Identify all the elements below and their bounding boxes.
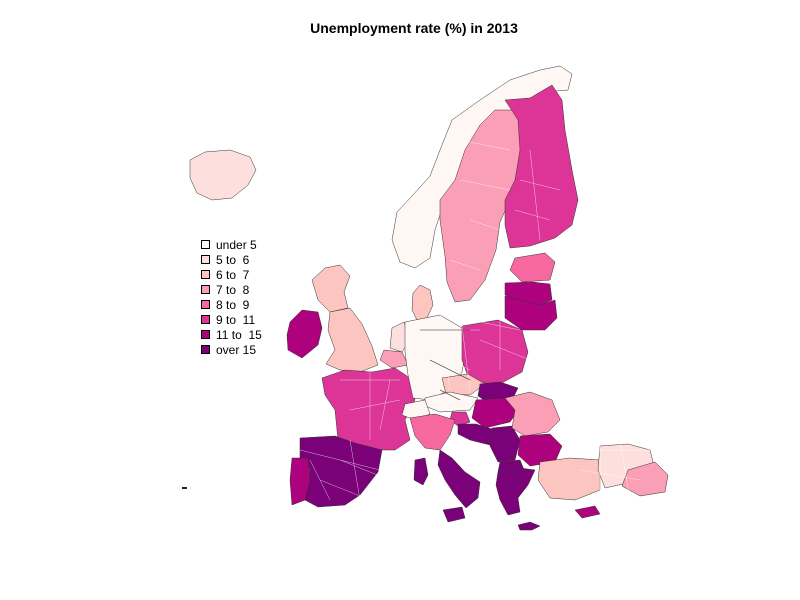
region-spain	[299, 435, 383, 508]
region-czechia	[441, 373, 486, 396]
legend-label: under 5	[216, 237, 257, 252]
legend-item: 7 to 8	[201, 282, 262, 297]
legend-item: over 15	[201, 342, 262, 357]
region-sardinia	[413, 457, 429, 486]
region-france	[321, 367, 416, 451]
region-crete	[517, 521, 541, 531]
legend-swatch	[201, 270, 210, 279]
legend-label: 8 to 9	[216, 297, 250, 312]
legend-label: 9 to 11	[216, 312, 256, 327]
legend-label: over 15	[216, 342, 257, 357]
region-cyprus	[574, 505, 601, 519]
region-scotland	[311, 264, 351, 313]
legend-swatch	[201, 285, 210, 294]
region-denmark	[411, 284, 434, 323]
region-finland	[504, 84, 579, 249]
region-estonia	[509, 252, 556, 283]
region-romania	[504, 391, 561, 437]
legend-swatch	[201, 240, 210, 249]
region-greece	[495, 467, 536, 516]
legend-item: 6 to 7	[201, 267, 262, 282]
legend-item: 11 to 15	[201, 327, 262, 342]
region-portugal	[289, 457, 311, 506]
legend-label: 11 to 15	[216, 327, 262, 342]
legend-item: under 5	[201, 237, 262, 252]
legend-swatch	[201, 315, 210, 324]
region-serbia	[489, 425, 521, 463]
region-ireland	[286, 309, 323, 359]
region-italy-south	[437, 449, 481, 509]
region-italy-north	[409, 413, 456, 451]
legend-label: 6 to 7	[216, 267, 250, 282]
legend-swatch	[201, 330, 210, 339]
region-turkey-east	[621, 461, 669, 497]
legend-label: 7 to 8	[216, 282, 250, 297]
legend-label: 5 to 6	[216, 252, 250, 267]
legend-item: 8 to 9	[201, 297, 262, 312]
region-sicily	[442, 506, 466, 523]
legend-swatch	[201, 345, 210, 354]
legend-swatch	[201, 300, 210, 309]
legend-item: 5 to 6	[201, 252, 262, 267]
region-belgium	[379, 349, 409, 369]
small-island-marker	[182, 487, 187, 489]
region-lithuania	[504, 295, 558, 331]
legend-swatch	[201, 255, 210, 264]
legend-item: 9 to 11	[201, 312, 262, 327]
map-title: Unemployment rate (%) in 2013	[310, 20, 518, 36]
region-iceland	[189, 149, 257, 201]
region-turkey-west	[537, 457, 601, 501]
region-england	[325, 307, 379, 373]
